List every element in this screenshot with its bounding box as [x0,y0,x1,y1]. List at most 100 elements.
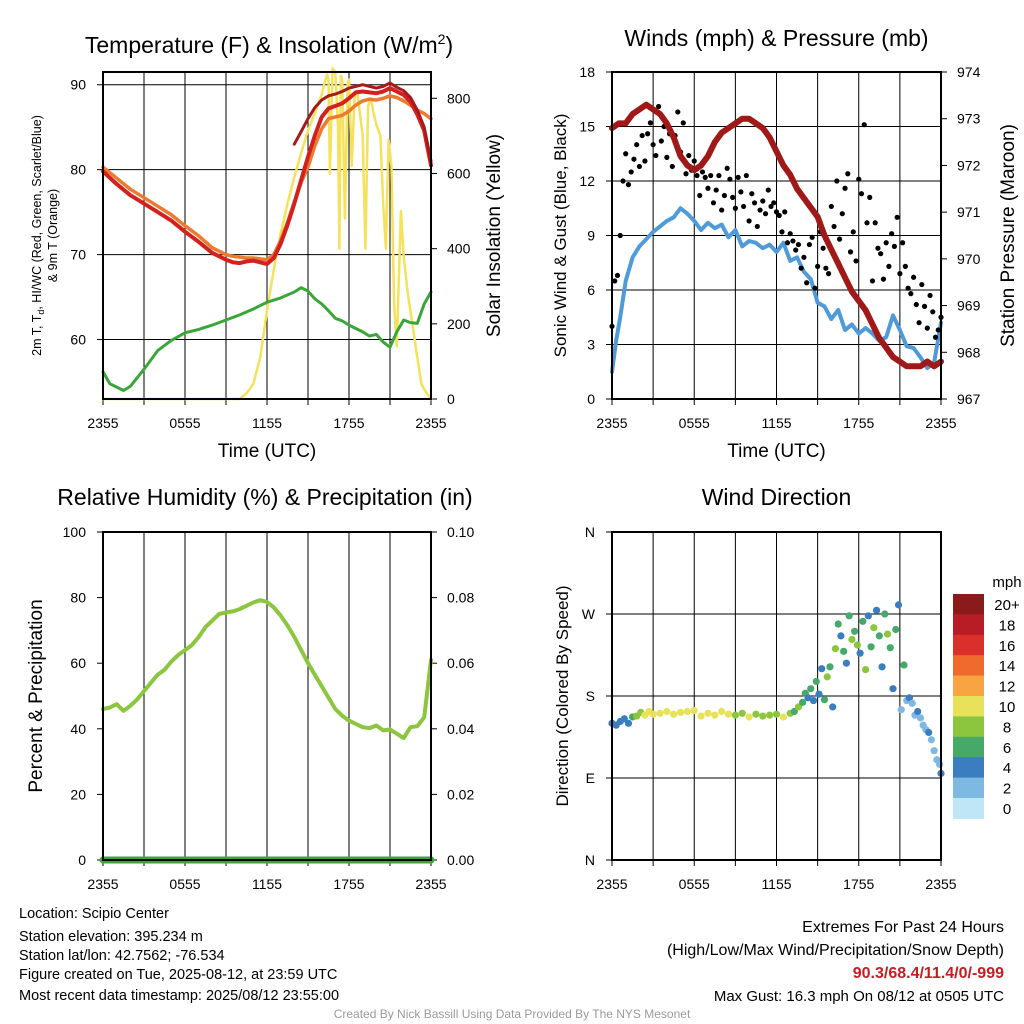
location-text: Location: Scipio Center [19,906,169,922]
direction-point [690,706,698,715]
gust-point [916,320,922,326]
gust-point [812,285,818,291]
sustained-wind-line [610,206,943,374]
gust-point [669,163,675,170]
gust-point [886,263,892,269]
direction-point [916,714,925,722]
direction-point [724,710,733,718]
direction-point [772,710,781,718]
gust-point [842,185,848,191]
gust-point [897,271,903,277]
gust-point [614,272,621,279]
series-t2m-line [101,86,433,266]
gust-point [779,229,785,235]
temperature-ylabel-line2: & 9m T (Orange) [46,189,60,282]
direction-point [663,707,671,716]
gust-point [741,203,747,210]
gust-point [823,265,829,271]
gust-point [935,327,941,333]
gust-point [727,176,733,182]
gust-point [932,334,939,340]
gust-point [771,200,777,206]
speed-legend-swatch [953,675,984,697]
gust-point [735,174,741,180]
speed-legend-label: 12 [999,679,1016,696]
direction-point [886,644,894,652]
gust-point [908,291,914,297]
speed-legend-label: 4 [1003,760,1011,777]
direction-ytick-label: N [585,524,595,540]
gust-point [834,178,840,184]
direction-xtick-label: 1755 [843,876,874,892]
speed-legend-swatch [953,614,984,636]
gust-point [861,122,867,128]
direction-point [834,620,842,628]
direction-point [829,703,837,711]
extremes-subtitle: (High/Low/Max Wind/Precipitation/Snow De… [666,942,1004,959]
insolation-ytick-label: 400 [447,241,471,257]
direction-point [718,707,726,716]
gust-point [743,172,749,179]
gust-point [875,245,881,251]
pressure-ytick-label: 969 [957,298,981,314]
humidity-border [102,531,432,861]
insolation-ylabel: Solar Insolation (Yellow) [484,134,505,337]
humidity-xtick-label: 1755 [333,876,364,892]
direction-xtick-label: 2355 [925,876,956,892]
gust-point [710,200,717,206]
winds-ytick-label: 6 [587,282,595,298]
winds-panel: 2355 0555 1155 1755 235503691215189679689699… [551,25,1019,462]
direction-point [925,728,933,737]
temperature-ytick-label: 90 [70,77,86,93]
temperature-xlabel: Time (UTC) [218,441,317,462]
pressure-ylabel: Station Pressure (Maroon) [998,124,1019,347]
temperature-ylabel-part: , HI/WC (Red, Green, Scarlet/Blue) [30,115,44,310]
series-dewpoint-line [101,286,433,392]
gust-point [921,303,928,309]
speed-legend-swatch [953,777,984,799]
speed-legend-label: 6 [1003,740,1011,757]
pressure-ytick-label: 967 [957,391,981,407]
pressure-ytick-label: 970 [957,251,981,267]
speed-legend-swatch [953,594,984,615]
gust-point [793,247,799,253]
speed-legend-swatch [953,798,984,819]
direction-point [711,711,719,719]
temperature-title-end: ) [445,32,453,58]
humidity-ytick-label: 100 [63,524,87,540]
direction-point [878,663,886,671]
direction-point [930,747,938,755]
gust-point [653,152,659,159]
gust-point [894,214,900,220]
direction-point [936,760,944,768]
direction-point [815,690,823,698]
temperature-ylabel-sub: d [36,310,46,315]
pressure-ytick-label: 973 [957,111,981,127]
speed-legend-title: mph [992,574,1021,591]
gust-point [845,171,851,177]
gust-point [765,187,771,193]
direction-point [624,719,633,727]
winds-ytick-label: 18 [579,64,595,80]
gust-point [751,200,758,206]
gust-point [708,172,714,179]
gust-point [658,138,664,144]
gust-point [625,182,632,188]
gust-point [798,265,804,271]
speed-legend-label: 2 [1003,781,1011,798]
gust-point [642,158,648,164]
insolation-ytick-label: 800 [447,90,471,106]
winds-ylabel: Sonic Wind & Gust (Blue, Black) [551,114,570,358]
gust-point [900,240,906,246]
direction-point [892,625,900,634]
winds-ytick-label: 12 [579,173,595,189]
direction-point [881,610,889,618]
gust-point [889,231,895,237]
max-gust-text: Max Gust: 16.3 mph On 08/12 at 0505 UTC [713,988,1004,1005]
temperature-ylabel-line1: 2m T, Td, HI/WC (Red, Green, Scarlet/Blu… [30,115,46,356]
humidity-ytick-label: 60 [70,655,86,671]
gust-point [773,209,780,215]
direction-point [809,696,818,705]
gust-point [815,263,821,269]
